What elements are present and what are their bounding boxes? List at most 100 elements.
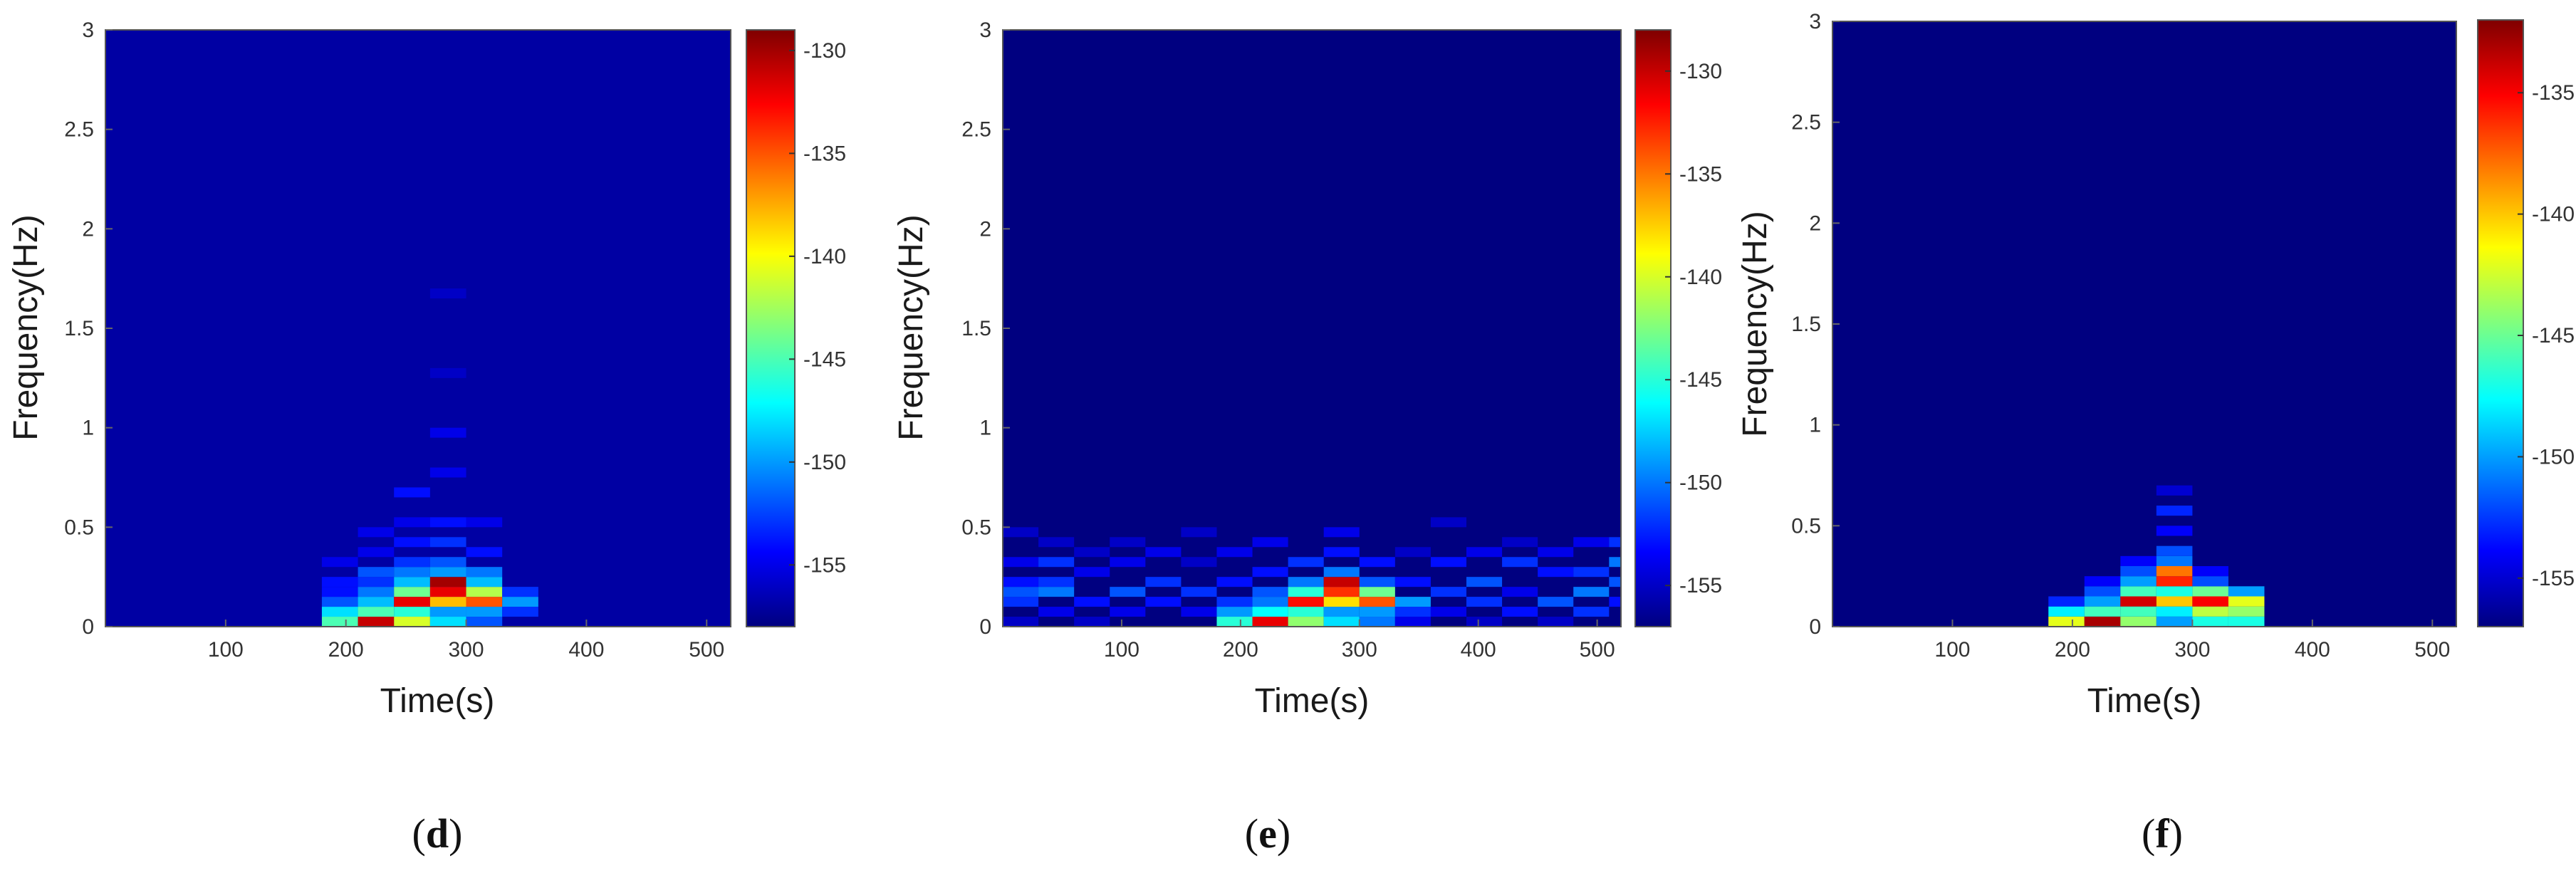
heatmap-cell [466,517,503,528]
heatmap-cell [1359,577,1395,587]
heatmap-cell [502,607,538,617]
y-axis-label: Frequency(Hz) [1736,211,1774,437]
heatmap-cell [429,577,466,587]
heatmap-cell [1074,597,1110,607]
heatmap-cell [1110,537,1146,548]
y-tick-label: 0.5 [961,516,991,539]
y-tick-label: 0 [82,615,94,639]
y-tick-label: 3 [1809,10,1821,33]
y-tick-label: 2 [979,217,991,241]
heatmap-cell [1466,597,1503,607]
heatmap-cell [2120,576,2157,587]
x-tick-label: 500 [689,638,724,662]
heatmap-cell [394,577,430,587]
heatmap-cell [2048,606,2085,617]
y-tick-label: 1.5 [64,317,94,340]
heatmap-background [1003,30,1621,627]
heatmap-cell [1074,617,1110,627]
heatmap-cell [2192,566,2228,577]
x-tick-label: 200 [2055,638,2090,662]
y-tick-label: 2.5 [961,118,991,142]
heatmap-cell [358,567,395,578]
heatmap-cell [394,537,430,548]
heatmap-cell [1003,597,1039,607]
heatmap-cell [1323,617,1360,627]
panel-letter: (d) [412,810,463,857]
heatmap-cell [1466,577,1503,587]
heatmap-cell [2228,616,2265,627]
heatmap-cell [1359,607,1395,617]
heatmap-cell [1074,547,1110,558]
heatmap-cell [2156,526,2193,536]
heatmap-cell [466,597,503,607]
heatmap-cell [2156,586,2193,597]
heatmap-cell [1502,557,1538,568]
heatmap-cell [2048,616,2085,627]
heatmap-cell [1394,607,1431,617]
heatmap-cell [1573,587,1610,597]
heatmap-cell [1430,557,1466,568]
heatmap-cell [1038,557,1075,568]
colorbar-tick-label: -130 [1679,60,1722,83]
heatmap-cell [321,557,358,568]
colorbar-tick-label: -140 [1679,266,1722,289]
heatmap-cell [1609,597,1621,607]
heatmap-cell [1502,607,1538,617]
heatmap-cell [1038,607,1075,617]
heatmap-cell [1359,587,1395,597]
x-tick-label: 300 [2174,638,2210,662]
colorbar-tick-label: -145 [803,348,846,371]
y-axis-label: Frequency(Hz) [7,214,45,440]
heatmap-cell [502,587,538,597]
y-tick-label: 2.5 [1791,111,1821,135]
y-tick-label: 0 [1809,615,1821,639]
heatmap-cell [358,587,395,597]
heatmap-cell [429,517,466,528]
heatmap-cell [2156,566,2193,577]
heatmap-cell [1181,557,1217,568]
colorbar-tick-label: -155 [1679,574,1722,597]
heatmap-cell [1538,597,1574,607]
heatmap-cell [2228,586,2265,597]
heatmap-cell [1145,597,1182,607]
x-tick-label: 500 [1580,638,1615,662]
heatmap-cell [1288,607,1324,617]
panel-letter-text: e [1258,810,1277,857]
heatmap-cell [2228,606,2265,617]
heatmap-cell [1359,597,1395,607]
y-axis-label: Frequency(Hz) [892,214,930,440]
colorbar-tick-label: -130 [803,39,846,63]
y-tick-label: 1.5 [961,317,991,340]
heatmap-cell [466,587,503,597]
colorbar-tick-label: -135 [803,142,846,165]
heatmap-cell [1216,577,1253,587]
heatmap-cell [466,567,503,578]
colorbar-tick-label: -135 [1679,162,1722,186]
heatmap-cell [1181,527,1217,538]
heatmap-cell [1502,587,1538,597]
heatmap-cell [1323,547,1360,558]
heatmap-cell [1394,617,1431,627]
colorbar-tick-label: -140 [803,245,846,268]
heatmap-cell [358,547,395,558]
x-tick-label: 400 [568,638,604,662]
heatmap-cell [1466,617,1503,627]
heatmap-cell [429,427,466,438]
heatmap-cell [321,597,358,607]
y-tick-label: 1 [979,417,991,440]
heatmap-cell [429,467,466,478]
x-tick-label: 400 [1461,638,1496,662]
heatmap-cell [2120,616,2157,627]
heatmap-cell [2192,596,2228,607]
heatmap-cell [1074,567,1110,578]
heatmap-cell [1038,577,1075,587]
heatmap-cell [2192,586,2228,597]
heatmap-cell [1430,607,1466,617]
heatmap-cell [1110,557,1146,568]
colorbar-tick-label: -155 [803,553,846,577]
heatmap-cell [1323,567,1360,578]
colorbar-tick-label: -140 [2532,203,2575,226]
heatmap-cell [394,617,430,627]
y-tick-label: 2.5 [64,118,94,142]
heatmap-cell [429,537,466,548]
